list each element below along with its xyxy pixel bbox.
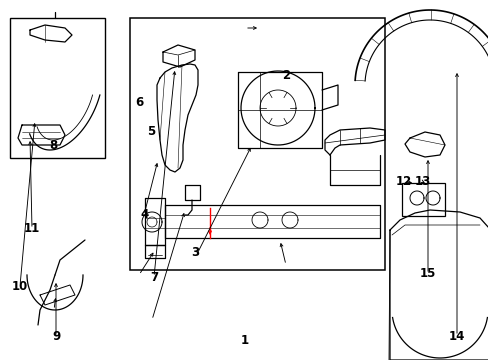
Text: 10: 10: [11, 280, 28, 293]
Text: 3: 3: [191, 246, 199, 258]
Text: 13: 13: [414, 175, 430, 188]
Text: 11: 11: [23, 222, 40, 235]
Text: 1: 1: [240, 334, 248, 347]
Text: 9: 9: [52, 330, 60, 343]
Text: 5: 5: [147, 125, 155, 138]
Text: 7: 7: [150, 271, 158, 284]
Bar: [10, 18, 105, 158]
Text: 4: 4: [140, 208, 148, 221]
Text: 15: 15: [419, 267, 435, 280]
Text: 2: 2: [282, 69, 289, 82]
Bar: [130, 18, 384, 270]
Bar: [401, 183, 444, 216]
Text: 6: 6: [135, 96, 143, 109]
Text: 14: 14: [448, 330, 465, 343]
Text: 8: 8: [50, 139, 58, 152]
Text: 12: 12: [394, 175, 411, 188]
